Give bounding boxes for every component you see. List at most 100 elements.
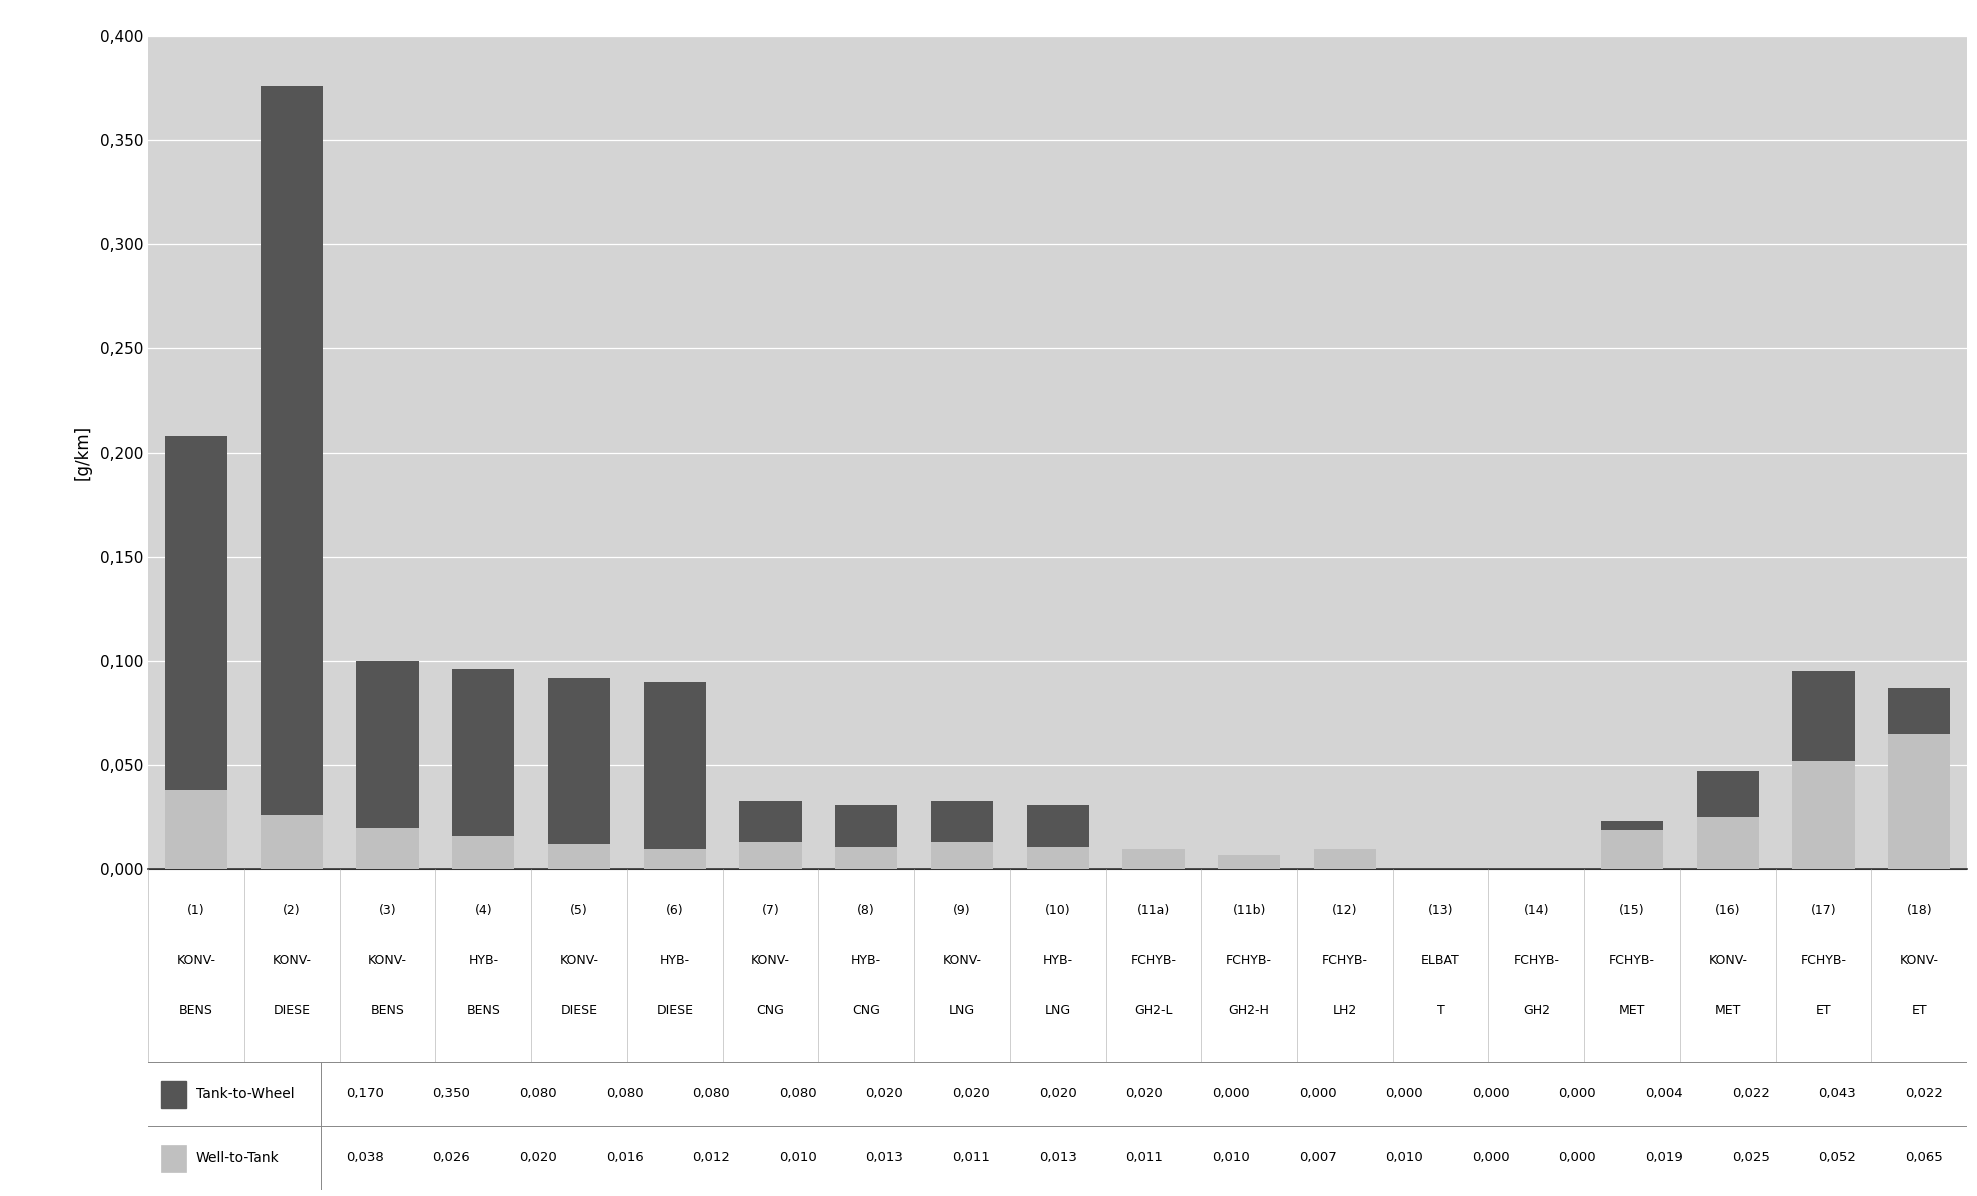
Bar bbox=[1793, 761, 1854, 869]
Text: 0,020: 0,020 bbox=[953, 1087, 990, 1100]
Text: HYB-: HYB- bbox=[1042, 954, 1074, 968]
Bar bbox=[261, 86, 322, 816]
Text: 0,022: 0,022 bbox=[1732, 1087, 1769, 1100]
Text: Well-to-Tank: Well-to-Tank bbox=[196, 1151, 279, 1165]
Bar bbox=[453, 836, 514, 869]
Text: (11b): (11b) bbox=[1232, 904, 1265, 917]
Text: (3): (3) bbox=[380, 904, 397, 917]
Text: 0,019: 0,019 bbox=[1645, 1152, 1682, 1165]
Text: 0,012: 0,012 bbox=[692, 1152, 730, 1165]
Text: 0,010: 0,010 bbox=[779, 1152, 817, 1165]
Text: GH2-H: GH2-H bbox=[1230, 1005, 1269, 1017]
Text: KONV-: KONV- bbox=[751, 954, 791, 968]
Text: (10): (10) bbox=[1046, 904, 1070, 917]
Y-axis label: [g/km]: [g/km] bbox=[73, 425, 91, 481]
Bar bbox=[164, 791, 227, 869]
Bar bbox=[1315, 849, 1376, 869]
Bar bbox=[931, 800, 992, 842]
Text: 0,080: 0,080 bbox=[779, 1087, 817, 1100]
Text: CNG: CNG bbox=[757, 1005, 785, 1017]
Text: 0,000: 0,000 bbox=[1473, 1152, 1510, 1165]
Bar bbox=[1218, 855, 1281, 869]
Text: (14): (14) bbox=[1524, 904, 1550, 917]
Text: 0,020: 0,020 bbox=[1038, 1087, 1077, 1100]
Text: GH2: GH2 bbox=[1522, 1005, 1550, 1017]
Bar bbox=[1601, 830, 1663, 869]
Text: 0,065: 0,065 bbox=[1906, 1152, 1943, 1165]
Text: (5): (5) bbox=[569, 904, 587, 917]
Text: ELBAT: ELBAT bbox=[1421, 954, 1459, 968]
Text: FCHYB-: FCHYB- bbox=[1323, 954, 1368, 968]
Text: KONV-: KONV- bbox=[176, 954, 215, 968]
Text: FCHYB-: FCHYB- bbox=[1609, 954, 1655, 968]
Text: (17): (17) bbox=[1811, 904, 1837, 917]
Text: (15): (15) bbox=[1619, 904, 1645, 917]
Text: BENS: BENS bbox=[180, 1005, 214, 1017]
Bar bbox=[834, 805, 898, 847]
Text: FCHYB-: FCHYB- bbox=[1801, 954, 1847, 968]
Text: KONV-: KONV- bbox=[1708, 954, 1748, 968]
Bar bbox=[1888, 734, 1951, 869]
Text: 0,038: 0,038 bbox=[346, 1152, 384, 1165]
Text: 0,010: 0,010 bbox=[1212, 1152, 1249, 1165]
Text: LNG: LNG bbox=[1044, 1005, 1072, 1017]
Text: (16): (16) bbox=[1714, 904, 1740, 917]
Text: (1): (1) bbox=[188, 904, 206, 917]
Text: 0,011: 0,011 bbox=[953, 1152, 990, 1165]
Text: T: T bbox=[1437, 1005, 1445, 1017]
Text: 0,010: 0,010 bbox=[1386, 1152, 1423, 1165]
Bar bbox=[356, 661, 419, 828]
Text: 0,080: 0,080 bbox=[692, 1087, 730, 1100]
Text: HYB-: HYB- bbox=[469, 954, 498, 968]
Bar bbox=[261, 816, 322, 869]
Text: (7): (7) bbox=[761, 904, 779, 917]
Bar bbox=[164, 437, 227, 791]
Text: (18): (18) bbox=[1906, 904, 1932, 917]
Bar bbox=[356, 828, 419, 869]
Text: 0,000: 0,000 bbox=[1558, 1087, 1595, 1100]
Bar bbox=[834, 847, 898, 869]
Bar bbox=[548, 678, 611, 844]
Text: 0,000: 0,000 bbox=[1212, 1087, 1249, 1100]
Text: 0,043: 0,043 bbox=[1819, 1087, 1856, 1100]
Bar bbox=[1601, 822, 1663, 830]
Text: 0,080: 0,080 bbox=[605, 1087, 643, 1100]
Bar bbox=[1123, 849, 1184, 869]
Text: GH2-L: GH2-L bbox=[1135, 1005, 1172, 1017]
Text: LH2: LH2 bbox=[1332, 1005, 1356, 1017]
Bar bbox=[453, 670, 514, 836]
Text: 0,026: 0,026 bbox=[433, 1152, 471, 1165]
Bar bbox=[1793, 671, 1854, 761]
Text: (9): (9) bbox=[953, 904, 971, 917]
Text: (13): (13) bbox=[1427, 904, 1453, 917]
Text: FCHYB-: FCHYB- bbox=[1226, 954, 1271, 968]
Text: HYB-: HYB- bbox=[660, 954, 690, 968]
Text: 0,011: 0,011 bbox=[1125, 1152, 1162, 1165]
Text: 0,007: 0,007 bbox=[1299, 1152, 1336, 1165]
Text: 0,025: 0,025 bbox=[1732, 1152, 1769, 1165]
Text: 0,000: 0,000 bbox=[1299, 1087, 1336, 1100]
Text: LNG: LNG bbox=[949, 1005, 975, 1017]
Text: KONV-: KONV- bbox=[368, 954, 407, 968]
Text: 0,013: 0,013 bbox=[1038, 1152, 1077, 1165]
Text: 0,350: 0,350 bbox=[433, 1087, 471, 1100]
Text: KONV-: KONV- bbox=[943, 954, 981, 968]
Text: (11a): (11a) bbox=[1137, 904, 1170, 917]
Text: 0,000: 0,000 bbox=[1386, 1087, 1423, 1100]
Text: KONV-: KONV- bbox=[1900, 954, 1939, 968]
Bar bbox=[739, 800, 801, 842]
Text: 0,016: 0,016 bbox=[605, 1152, 643, 1165]
Text: Tank-to-Wheel: Tank-to-Wheel bbox=[196, 1087, 295, 1100]
Text: 0,022: 0,022 bbox=[1906, 1087, 1943, 1100]
Bar bbox=[548, 844, 611, 869]
Text: MET: MET bbox=[1714, 1005, 1742, 1017]
Text: DIESE: DIESE bbox=[656, 1005, 694, 1017]
Text: (4): (4) bbox=[474, 904, 492, 917]
Text: FCHYB-: FCHYB- bbox=[1131, 954, 1176, 968]
Text: 0,080: 0,080 bbox=[520, 1087, 558, 1100]
Text: (12): (12) bbox=[1332, 904, 1358, 917]
Text: DIESE: DIESE bbox=[561, 1005, 597, 1017]
Bar bbox=[739, 842, 801, 869]
Text: 0,020: 0,020 bbox=[520, 1152, 558, 1165]
Text: BENS: BENS bbox=[467, 1005, 500, 1017]
